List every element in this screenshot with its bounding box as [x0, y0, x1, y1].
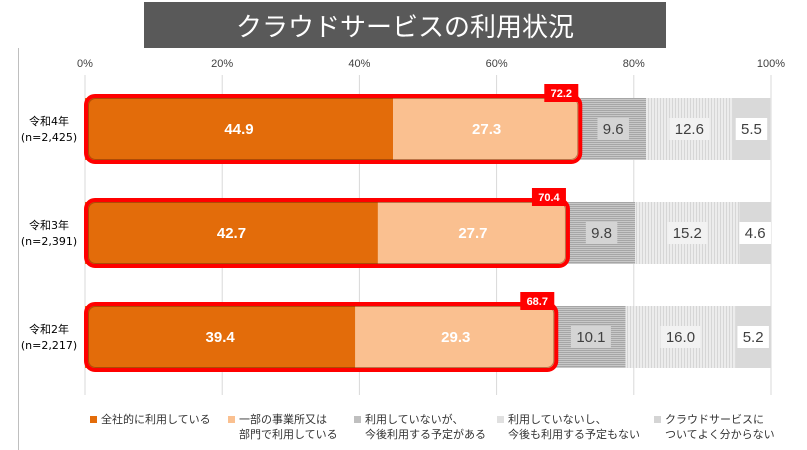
data-label: 44.9: [224, 121, 253, 138]
highlight-outline: [84, 302, 559, 372]
category-label: 令和4年: [29, 114, 69, 128]
data-label: 15.2: [673, 225, 702, 242]
bar-segment: [355, 306, 557, 368]
category-sublabel: (n=2,425): [21, 131, 77, 144]
bar-segment: [377, 202, 568, 264]
chart-title: クラウドサービスの利用状況: [144, 2, 666, 48]
legend-swatch: [354, 416, 361, 423]
data-label: 12.6: [675, 121, 704, 138]
legend-item: 利用していないが、 今後利用する予定がある: [354, 412, 486, 442]
total-label: 70.4: [538, 192, 560, 204]
x-tick-label: 60%: [486, 58, 508, 70]
total-badge: [520, 292, 555, 310]
legend: 全社的に利用している 一部の事業所又は 部門で利用している 利用していないが、 今後…: [0, 412, 807, 448]
total-label: 68.7: [527, 296, 548, 308]
bar-segment: [393, 98, 581, 160]
data-label: 42.7: [217, 225, 246, 242]
data-label-bg: [669, 118, 710, 140]
data-label: 9.6: [603, 121, 624, 138]
total-badge: [544, 84, 579, 102]
bar-segment: [85, 306, 356, 368]
data-label: 5.2: [743, 329, 764, 346]
data-label: 39.4: [206, 329, 236, 346]
data-label-bg: [660, 326, 701, 348]
highlight-outline: [84, 94, 583, 164]
data-label: 4.6: [745, 225, 766, 242]
legend-label: 利用していないし、 今後も利用する予定もない: [508, 413, 640, 441]
data-label: 29.3: [441, 329, 470, 346]
data-label: 16.0: [666, 329, 695, 346]
data-label-bg: [737, 326, 769, 348]
data-label: 5.5: [741, 121, 762, 138]
total-badge: [531, 188, 566, 206]
left-divider: [18, 48, 19, 450]
legend-swatch: [497, 416, 504, 423]
data-label: 10.1: [576, 329, 605, 346]
data-label: 27.3: [472, 121, 501, 138]
stacked-bar-chart: 0% 20% 40% 60% 80% 100% 72.2 70.4 68.7 44.9 27.3…: [21, 58, 785, 395]
x-tick-label: 80%: [623, 58, 645, 70]
x-tick-label: 0%: [77, 58, 93, 70]
x-tick-label: 40%: [348, 58, 370, 70]
highlight-inner-edge: [88, 98, 579, 160]
legend-swatch: [654, 416, 661, 423]
legend-swatch: [228, 416, 235, 423]
legend-label: 利用していないが、 今後利用する予定がある: [365, 413, 486, 441]
data-label-bg: [667, 222, 708, 244]
category-label: 令和3年: [29, 218, 69, 232]
legend-label: 全社的に利用している: [101, 413, 211, 426]
data-label-bg: [739, 222, 771, 244]
x-tick-label: 20%: [211, 58, 233, 70]
highlight-inner-edge: [88, 202, 566, 264]
data-label: 9.8: [591, 225, 612, 242]
legend-item: クラウドサービスに ついてよく分からない: [654, 412, 775, 442]
data-label-bg: [585, 222, 618, 244]
legend-label: クラウドサービスに ついてよく分からない: [665, 413, 775, 441]
highlight-outline: [84, 198, 570, 268]
legend-label: 一部の事業所又は 部門で利用している: [239, 413, 338, 441]
category-sublabel: (n=2,391): [21, 235, 77, 248]
category-sublabel: (n=2,217): [21, 339, 77, 352]
data-label-bg: [570, 326, 611, 348]
x-tick-label: 100%: [757, 58, 785, 70]
legend-item: 利用していないし、 今後も利用する予定もない: [497, 412, 640, 442]
legend-item: 一部の事業所又は 部門で利用している: [228, 412, 338, 442]
data-label-bg: [735, 118, 768, 140]
highlight-inner-edge: [88, 306, 555, 368]
legend-item: 全社的に利用している: [90, 412, 211, 427]
bar-segment: [85, 202, 378, 264]
data-label: 27.7: [458, 225, 487, 242]
bar-segment: [85, 98, 394, 160]
legend-swatch: [90, 416, 97, 423]
category-label: 令和2年: [29, 322, 69, 336]
data-label-bg: [597, 118, 629, 140]
total-label: 72.2: [551, 88, 572, 100]
